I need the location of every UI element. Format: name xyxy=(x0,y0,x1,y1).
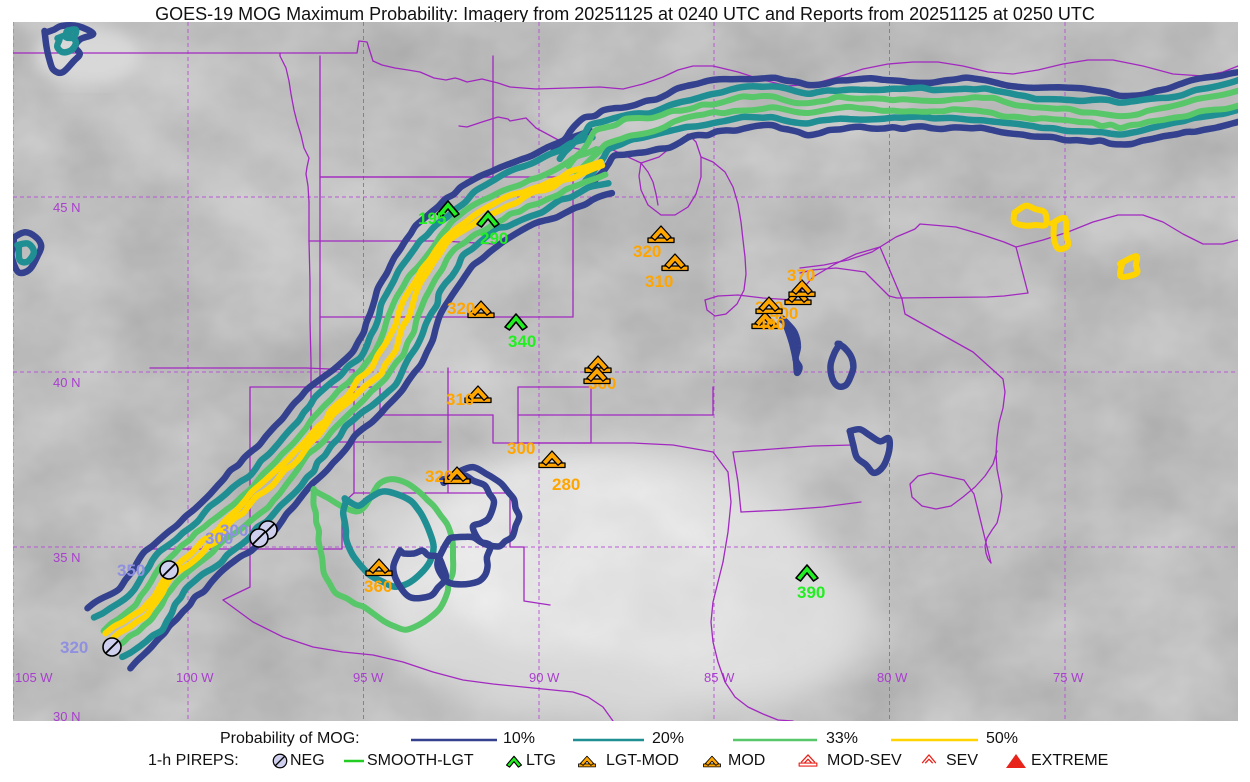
svg-text:390: 390 xyxy=(797,583,825,602)
svg-text:350: 350 xyxy=(117,561,145,580)
svg-text:300: 300 xyxy=(507,439,535,458)
svg-text:280: 280 xyxy=(552,475,580,494)
svg-text:310: 310 xyxy=(446,390,474,409)
svg-text:370: 370 xyxy=(787,266,815,285)
svg-text:195: 195 xyxy=(418,209,446,228)
svg-text:320: 320 xyxy=(425,467,453,486)
svg-text:320: 320 xyxy=(60,638,88,657)
svg-text:360: 360 xyxy=(364,577,392,596)
svg-text:400: 400 xyxy=(757,315,785,334)
svg-text:320: 320 xyxy=(447,299,475,318)
svg-text:320: 320 xyxy=(633,242,661,261)
svg-text:290: 290 xyxy=(480,229,508,248)
svg-text:300: 300 xyxy=(205,529,233,548)
svg-text:340: 340 xyxy=(508,332,536,351)
svg-text:310: 310 xyxy=(645,272,673,291)
